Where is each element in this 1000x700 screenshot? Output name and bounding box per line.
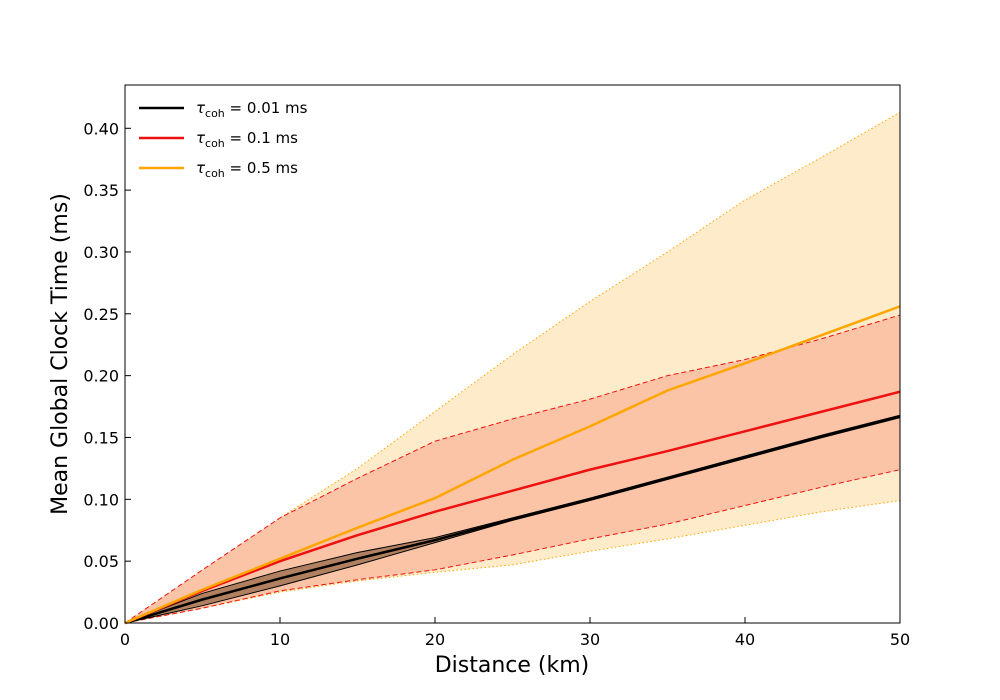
mean-line-1	[124, 390, 901, 625]
x-tick-label: 50	[890, 630, 910, 649]
y-tick-label: 0.15	[83, 428, 119, 447]
legend: τcoh = 0.01 ms τcoh = 0.1 ms τcoh = 0.5 ms	[139, 99, 308, 180]
x-tick-label: 40	[735, 630, 755, 649]
legend-label: τcoh = 0.1 ms	[196, 129, 298, 150]
mean-line-2	[124, 305, 901, 625]
y-tick-label: 0.10	[83, 490, 119, 509]
legend-label: τcoh = 0.01 ms	[196, 99, 308, 120]
x-tick-label: 10	[270, 630, 290, 649]
x-axis-ticks: 0 10 20 30 40 50	[120, 617, 910, 649]
y-axis-title: Mean Global Clock Time (ms)	[48, 193, 73, 515]
y-tick-label: 0.05	[83, 552, 119, 571]
x-tick-label: 30	[580, 630, 600, 649]
y-axis-ticks: 0.00 0.05 0.10 0.15 0.20 0.25 0.30 0.35 0.40	[83, 119, 131, 633]
y-tick-label: 0.25	[83, 305, 119, 324]
y-tick-label: 0.40	[83, 119, 119, 138]
x-tick-label: 20	[425, 630, 445, 649]
legend-label: τcoh = 0.5 ms	[196, 159, 298, 180]
confidence-bands	[124, 111, 901, 624]
series-lines	[124, 305, 901, 625]
band-edge-lower-1	[124, 469, 901, 624]
band-1	[125, 315, 900, 623]
band-edge-upper-2	[124, 111, 901, 624]
y-tick-label: 0.20	[83, 367, 119, 386]
y-tick-label: 0.30	[83, 243, 119, 262]
mean-line-0	[124, 415, 901, 625]
x-axis-title: Distance (km)	[435, 653, 590, 678]
band-edge-lower-2	[124, 500, 901, 624]
x-tick-label: 0	[120, 630, 130, 649]
y-tick-label: 0.00	[83, 614, 119, 633]
plot-area-frame	[124, 84, 901, 624]
y-tick-label: 0.35	[83, 181, 119, 200]
